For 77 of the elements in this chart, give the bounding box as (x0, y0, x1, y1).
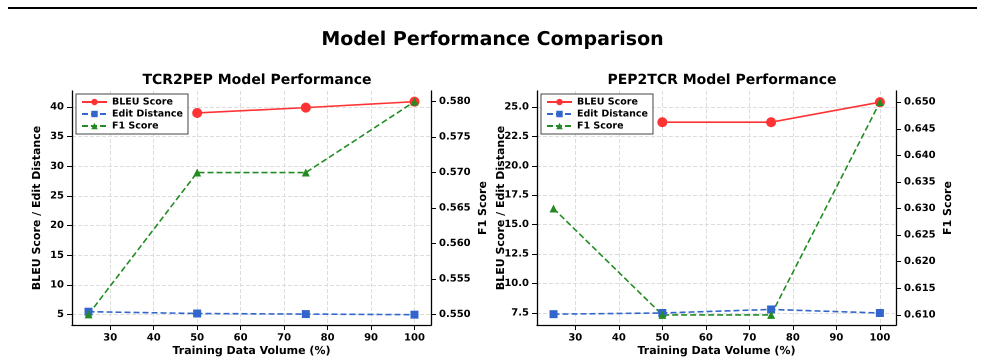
x-tick-label: 100 (869, 332, 890, 344)
x-tick-label: 90 (829, 332, 844, 344)
x-axis-title: Training Data Volume (%) (637, 344, 796, 357)
x-tick-label: 30 (103, 332, 118, 344)
point (550, 310, 558, 318)
point (193, 309, 202, 318)
y2-tick-label: 0.570 (439, 167, 471, 178)
y2-tick-label: 0.645 (904, 123, 936, 134)
y2-tick-label: 0.650 (904, 96, 936, 108)
x-tick-label: 70 (742, 332, 756, 344)
y-tick-label: 10.0 (504, 278, 530, 290)
legend-label: F1 Score (112, 120, 159, 132)
x-tick-label: 80 (786, 332, 800, 344)
point (550, 204, 558, 213)
y2-tick-label: 0.565 (439, 202, 471, 214)
y-tick-label: 5 (57, 309, 64, 320)
legend-label: BLEU Score (112, 96, 173, 108)
y2-tick-label: 0.580 (439, 96, 471, 108)
y2-tick-label: 0.635 (904, 176, 936, 188)
y-tick-label: 20.0 (504, 160, 530, 172)
y-tick-label: 30 (50, 160, 64, 172)
x-tick-label: 30 (568, 332, 582, 344)
y2-tick-label: 0.615 (904, 282, 936, 294)
point (302, 168, 310, 177)
chart-title: TCR2PEP Model Performance (142, 72, 372, 88)
y-tick-label: 7.5 (511, 307, 530, 318)
legend-label: Edit Distance (112, 108, 183, 120)
point (192, 108, 202, 118)
y2-tick-label: 0.625 (904, 230, 936, 241)
point (767, 305, 776, 314)
x-tick-label: 40 (612, 332, 626, 344)
x-axis-title: Training Data Volume (%) (172, 344, 331, 357)
chart-title: PEP2TCR Model Performance (607, 72, 837, 88)
x-tick-label: 50 (190, 332, 204, 344)
y2-tick-label: 0.620 (904, 256, 936, 268)
y-tick-label: 15.0 (504, 219, 530, 230)
point (657, 117, 668, 128)
y2-tick-label: 0.550 (439, 308, 471, 320)
y-tick-label: 17.5 (504, 190, 530, 201)
y-tick-label: 40 (50, 102, 64, 113)
y-tick-label: 12.5 (504, 248, 530, 260)
y2-tick-label: 0.560 (439, 238, 471, 249)
y-tick-label: 22.5 (504, 130, 530, 142)
y-tick-label: 10 (50, 280, 64, 291)
x-tick-label: 60 (698, 332, 713, 344)
x-tick-label: 90 (364, 332, 378, 344)
point (767, 310, 776, 319)
y-tick-label: 15 (50, 250, 64, 261)
y2-axis-title: F1 Score (941, 181, 954, 235)
point (410, 310, 418, 319)
y-tick-label: 20 (50, 220, 64, 232)
x-tick-label: 100 (404, 332, 425, 344)
y2-tick-label: 0.640 (904, 150, 936, 161)
y-axis-title: BLEU Score / Edit Distance (30, 126, 43, 290)
y2-tick-label: 0.610 (904, 309, 936, 320)
point (193, 168, 202, 177)
x-tick-label: 70 (277, 332, 292, 344)
x-tick-label: 40 (146, 332, 161, 344)
y2-tick-label: 0.630 (904, 203, 936, 214)
y-tick-label: 35 (50, 131, 64, 142)
legend-label: F1 Score (577, 120, 624, 132)
y2-tick-label: 0.575 (439, 132, 471, 143)
text: Model Performance Comparison (320, 28, 665, 50)
x-tick-label: 60 (234, 332, 248, 344)
point (84, 310, 93, 318)
point (302, 310, 310, 318)
y-tick-label: 25 (50, 190, 64, 202)
legend-label: BLEU Score (577, 96, 638, 108)
y2-tick-label: 0.555 (439, 273, 471, 284)
legend-label: Edit Distance (577, 108, 648, 120)
x-tick-label: 80 (320, 332, 335, 344)
y2-axis-title: F1 Score (476, 181, 489, 235)
point (300, 102, 311, 113)
x-tick-label: 50 (655, 332, 670, 344)
point (766, 117, 776, 128)
y-tick-label: 25.0 (504, 101, 530, 112)
point (876, 308, 884, 317)
